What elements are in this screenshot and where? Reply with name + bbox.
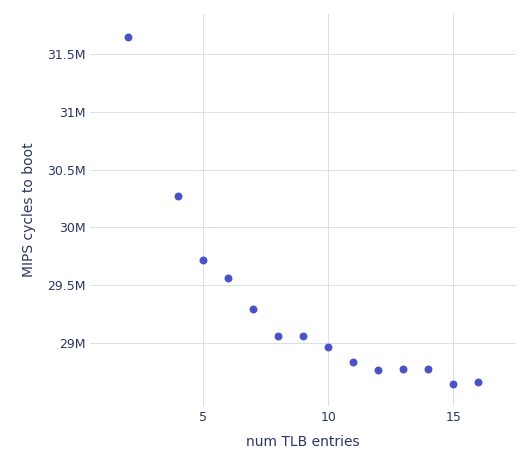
- Point: [349, 358, 358, 366]
- Point: [174, 193, 182, 200]
- Point: [274, 332, 282, 339]
- Point: [124, 34, 132, 41]
- Point: [299, 332, 307, 339]
- Point: [224, 274, 232, 282]
- Point: [249, 305, 257, 313]
- Point: [374, 366, 383, 374]
- Point: [199, 256, 207, 263]
- Point: [399, 365, 408, 373]
- Point: [324, 344, 332, 351]
- Point: [424, 365, 433, 373]
- Y-axis label: MIPS cycles to boot: MIPS cycles to boot: [22, 143, 36, 278]
- Point: [474, 378, 483, 386]
- X-axis label: num TLB entries: num TLB entries: [246, 435, 360, 449]
- Point: [449, 380, 458, 388]
